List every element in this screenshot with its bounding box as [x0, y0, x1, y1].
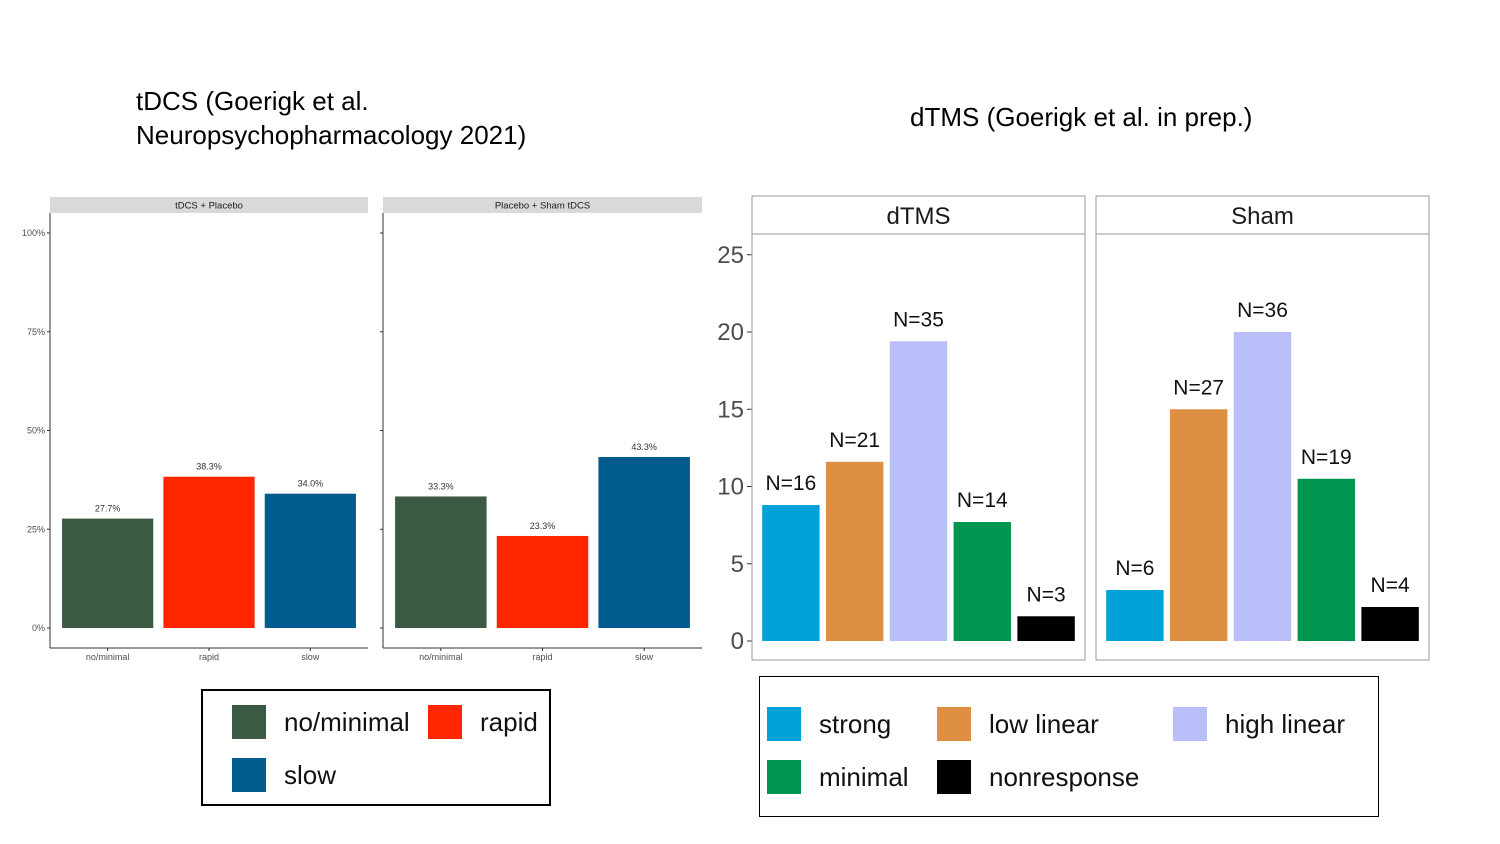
bar-dtms-high-linear: [889, 341, 948, 641]
data-label-sham-low-linear: N=27: [1173, 376, 1224, 399]
legend-swatch-minimal: [767, 760, 801, 794]
y-tick-label-75: 75%: [27, 327, 45, 337]
data-label-tdcs-placebo-rapid: 38.3%: [196, 462, 222, 472]
x-tick-label-placebo-sham-tdcs-rapid: rapid: [532, 652, 552, 662]
legend-swatch-strong: [767, 707, 801, 741]
legend-item-nonresponse: nonresponse: [937, 760, 1139, 794]
bar-sham-low-linear: [1169, 409, 1228, 641]
data-label-dtms-strong: N=16: [766, 472, 817, 495]
facet-strip-sham: [1095, 195, 1430, 235]
data-label-sham-high-linear: N=36: [1237, 299, 1288, 322]
legend-swatch-low-linear: [937, 707, 971, 741]
data-label-placebo-sham-tdcs-slow: 43.3%: [631, 442, 657, 452]
bar-tdcs-placebo-no-minimal: [62, 518, 154, 628]
data-label-tdcs-placebo-no-minimal: 27.7%: [95, 504, 121, 514]
legend-item-no-minimal: no/minimal: [232, 705, 410, 739]
x-tick-label-tdcs-placebo-no-minimal: no/minimal: [86, 652, 130, 662]
legend-item-low-linear: low linear: [937, 707, 1099, 741]
bar-placebo-sham-tdcs-no-minimal: [395, 496, 487, 628]
y-tick-label-0: 0%: [32, 623, 45, 633]
bar-sham-nonresponse: [1361, 607, 1419, 641]
data-label-dtms-low-linear: N=21: [829, 429, 880, 452]
x-tick-label-placebo-sham-tdcs-no-minimal: no/minimal: [419, 652, 463, 662]
bar-tdcs-placebo-slow: [264, 493, 356, 628]
legend-label-rapid: rapid: [480, 706, 538, 737]
data-label-sham-nonresponse: N=4: [1371, 574, 1410, 597]
legend-item-rapid: rapid: [428, 705, 538, 739]
y-tick-label-100: 100%: [22, 228, 45, 238]
legend-item-minimal: minimal: [767, 760, 909, 794]
dtms-chart: 0 5 10 15 20 25 dTMS N=16 N=21 N=35 N=14 N=3 Sham N=6…: [717, 195, 1430, 661]
data-label-tdcs-placebo-slow: 34.0%: [298, 479, 324, 489]
facet-label-tdcs-placebo: tDCS + Placebo: [175, 201, 243, 212]
tdcs-chart: 0% 25% 50% 75% 100% tDCS + Placebo 27.7% no/min…: [22, 197, 702, 662]
y-tick-label-50: 50%: [27, 426, 45, 436]
facet-strip-dtms: [751, 195, 1086, 235]
data-label-placebo-sham-tdcs-rapid: 23.3%: [530, 521, 556, 531]
y-tick-label-10: 10: [717, 474, 744, 501]
facet-label-placebo-sham-tdcs: Placebo + Sham tDCS: [495, 201, 590, 212]
data-label-dtms-nonresponse: N=3: [1027, 583, 1066, 606]
legend-swatch-no-minimal: [232, 705, 266, 739]
y-tick-label-25: 25%: [27, 524, 45, 534]
y-tick-label-0: 0: [731, 628, 744, 655]
legend-label-low-linear: low linear: [989, 708, 1099, 739]
legend-label-minimal: minimal: [819, 761, 909, 792]
facet-label-dtms: dTMS: [886, 203, 950, 230]
legend-item-slow: slow: [232, 758, 336, 792]
y-tick-label-5: 5: [731, 551, 744, 578]
bar-dtms-strong: [762, 505, 820, 641]
data-label-dtms-minimal: N=14: [957, 489, 1008, 512]
data-label-placebo-sham-tdcs-no-minimal: 33.3%: [428, 481, 454, 491]
legend-label-no-minimal: no/minimal: [284, 706, 410, 737]
tdcs-legend: no/minimal rapid slow: [201, 689, 551, 806]
y-tick-label-20: 20: [717, 319, 744, 346]
facet-label-sham: Sham: [1231, 203, 1294, 230]
legend-label-slow: slow: [284, 759, 337, 790]
legend-swatch-nonresponse: [937, 760, 971, 794]
right-chart-title: dTMS (Goerigk et al. in prep.): [910, 102, 1253, 132]
legend-swatch-slow: [232, 758, 266, 792]
bar-sham-minimal: [1297, 478, 1356, 641]
legend-label-strong: strong: [819, 708, 892, 739]
data-label-dtms-high-linear: N=35: [893, 308, 944, 331]
panel-border-sham: [1095, 233, 1430, 661]
data-label-sham-strong: N=6: [1115, 557, 1154, 580]
legend-swatch-rapid: [428, 705, 462, 739]
bar-placebo-sham-tdcs-slow: [598, 456, 690, 628]
bar-tdcs-placebo-rapid: [163, 476, 255, 628]
legend-label-nonresponse: nonresponse: [989, 761, 1140, 792]
bar-sham-high-linear: [1233, 332, 1292, 641]
bar-dtms-minimal: [953, 522, 1012, 641]
facet-strip-placebo-sham-tdcs: [383, 197, 702, 213]
y-tick-label-15: 15: [717, 396, 744, 423]
y-tick-label-25: 25: [717, 242, 744, 269]
bar-dtms-nonresponse: [1017, 616, 1075, 641]
bar-placebo-sham-tdcs-rapid: [496, 535, 589, 628]
bar-sham-strong: [1106, 590, 1164, 641]
bar-dtms-low-linear: [825, 461, 884, 641]
facet-strip-tdcs-placebo: [50, 197, 368, 213]
x-tick-label-tdcs-placebo-rapid: rapid: [199, 652, 219, 662]
panel-border-dtms: [751, 233, 1086, 661]
legend-label-high-linear: high linear: [1225, 708, 1345, 739]
data-label-sham-minimal: N=19: [1301, 446, 1352, 469]
left-chart-title: tDCS (Goerigk et al. Neuropsychopharmaco…: [136, 86, 527, 150]
legend-swatch-high-linear: [1173, 707, 1207, 741]
legend-item-strong: strong: [767, 707, 891, 741]
dtms-legend: strong low linear high linear minimal no…: [759, 676, 1379, 817]
x-tick-label-placebo-sham-tdcs-slow: slow: [635, 652, 654, 662]
x-tick-label-tdcs-placebo-slow: slow: [301, 652, 320, 662]
legend-item-high-linear: high linear: [1173, 707, 1345, 741]
